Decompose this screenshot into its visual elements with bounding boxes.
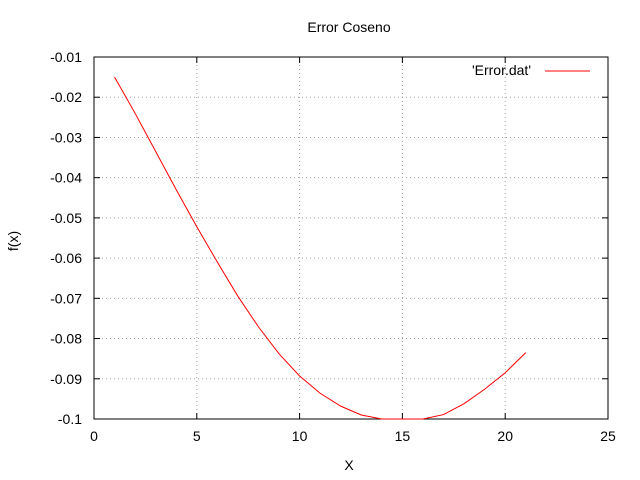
y-tick-label: -0.01 [50,49,82,65]
x-tick-label: 25 [600,428,616,444]
x-tick-label: 10 [292,428,308,444]
x-tick-label: 15 [395,428,411,444]
legend: 'Error.dat' [472,62,590,78]
axis-ticks [93,56,609,420]
plot-frame [93,56,609,420]
y-tick-label: -0.05 [50,210,82,226]
y-tick-label: -0.06 [50,250,82,266]
y-tick-label: -0.03 [50,129,82,145]
x-tick-labels: 0 5 10 15 20 25 [90,428,616,444]
y-tick-label: -0.04 [50,170,82,186]
y-tick-label: -0.08 [50,331,82,347]
legend-label: 'Error.dat' [472,62,531,78]
x-tick-label: 5 [193,428,201,444]
grid-lines [94,57,608,419]
y-tick-label: -0.02 [50,89,82,105]
x-axis-label: X [344,457,354,473]
series-layer [114,76,527,420]
x-tick-label: 20 [497,428,513,444]
y-tick-label: -0.09 [50,371,82,387]
y-axis-label: f(x) [5,231,21,251]
y-tick-label: -0.07 [50,290,82,306]
series-line-0 [114,76,527,420]
y-tick-label: -0.1 [58,411,82,427]
y-tick-labels: -0.01 -0.02 -0.03 -0.04 -0.05 -0.06 -0.07 -0.08… [50,49,82,427]
x-tick-label: 0 [90,428,98,444]
chart-title: Error Coseno [307,19,390,35]
